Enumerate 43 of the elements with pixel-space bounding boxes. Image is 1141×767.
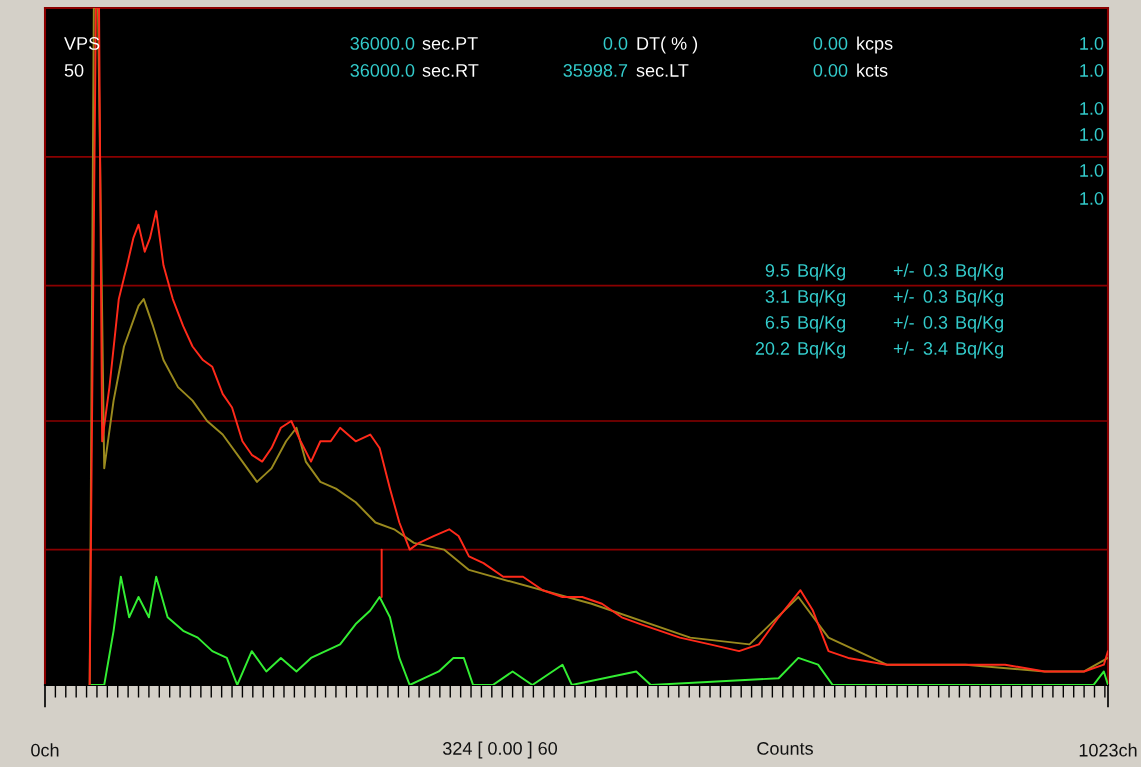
- annotation: Bq/Kg: [798, 315, 846, 333]
- annotation: +/-: [893, 289, 914, 303]
- annotation: 3.4: [923, 342, 948, 355]
- annotation: 50: [64, 64, 84, 77]
- annotation: sec.LT: [636, 64, 689, 77]
- annotation: DT( % ): [637, 36, 698, 54]
- annotation: +/-: [893, 263, 914, 277]
- annotation: 1.0: [1080, 102, 1104, 115]
- annotation: 20.2: [755, 342, 790, 355]
- annotation: 0.0: [603, 37, 628, 50]
- annotation: +/-: [893, 315, 914, 329]
- annotation: 1.0: [1080, 128, 1104, 141]
- annotation: Bq/Kg: [798, 289, 846, 307]
- annotation: 0.3: [923, 264, 948, 277]
- annotation: Bq/Kg: [956, 341, 1004, 359]
- annotation: 35998.7: [563, 64, 628, 77]
- annotation: 0.3: [923, 316, 948, 329]
- text: Counts: [757, 742, 813, 755]
- annotation: 3.1: [765, 290, 790, 303]
- annotation: kcts: [857, 63, 888, 77]
- annotation: 9.5: [765, 264, 790, 277]
- annotation: 0.00: [813, 37, 848, 50]
- annotation: Bq/Kg: [956, 263, 1004, 281]
- annotation: 1.0: [1080, 192, 1104, 205]
- annotation: 1.0: [1080, 164, 1104, 177]
- annotation: +/-: [893, 341, 914, 355]
- annotation: Bq/Kg: [956, 315, 1004, 333]
- annotation: 0.3: [923, 290, 948, 303]
- annotation: sec.RT: [422, 64, 479, 77]
- annotation: 36000.0: [350, 37, 415, 50]
- text: 324 [ 0.00 ] 60: [442, 741, 558, 759]
- annotation: Bq/Kg: [798, 341, 846, 359]
- annotation: 6.5: [765, 316, 790, 329]
- annotation: 1.0: [1080, 64, 1104, 77]
- annotation: Bq/Kg: [956, 289, 1004, 307]
- x-tick-label: 0ch: [31, 743, 59, 757]
- annotation: 1.0: [1080, 37, 1104, 50]
- annotation: Bq/Kg: [798, 263, 846, 281]
- x-tick-label: 1023ch: [1079, 743, 1137, 757]
- annotation: 0.00: [813, 64, 848, 77]
- annotation: sec.PT: [422, 37, 478, 50]
- annotation: kcps: [857, 36, 893, 54]
- annotation: 36000.0: [350, 64, 415, 77]
